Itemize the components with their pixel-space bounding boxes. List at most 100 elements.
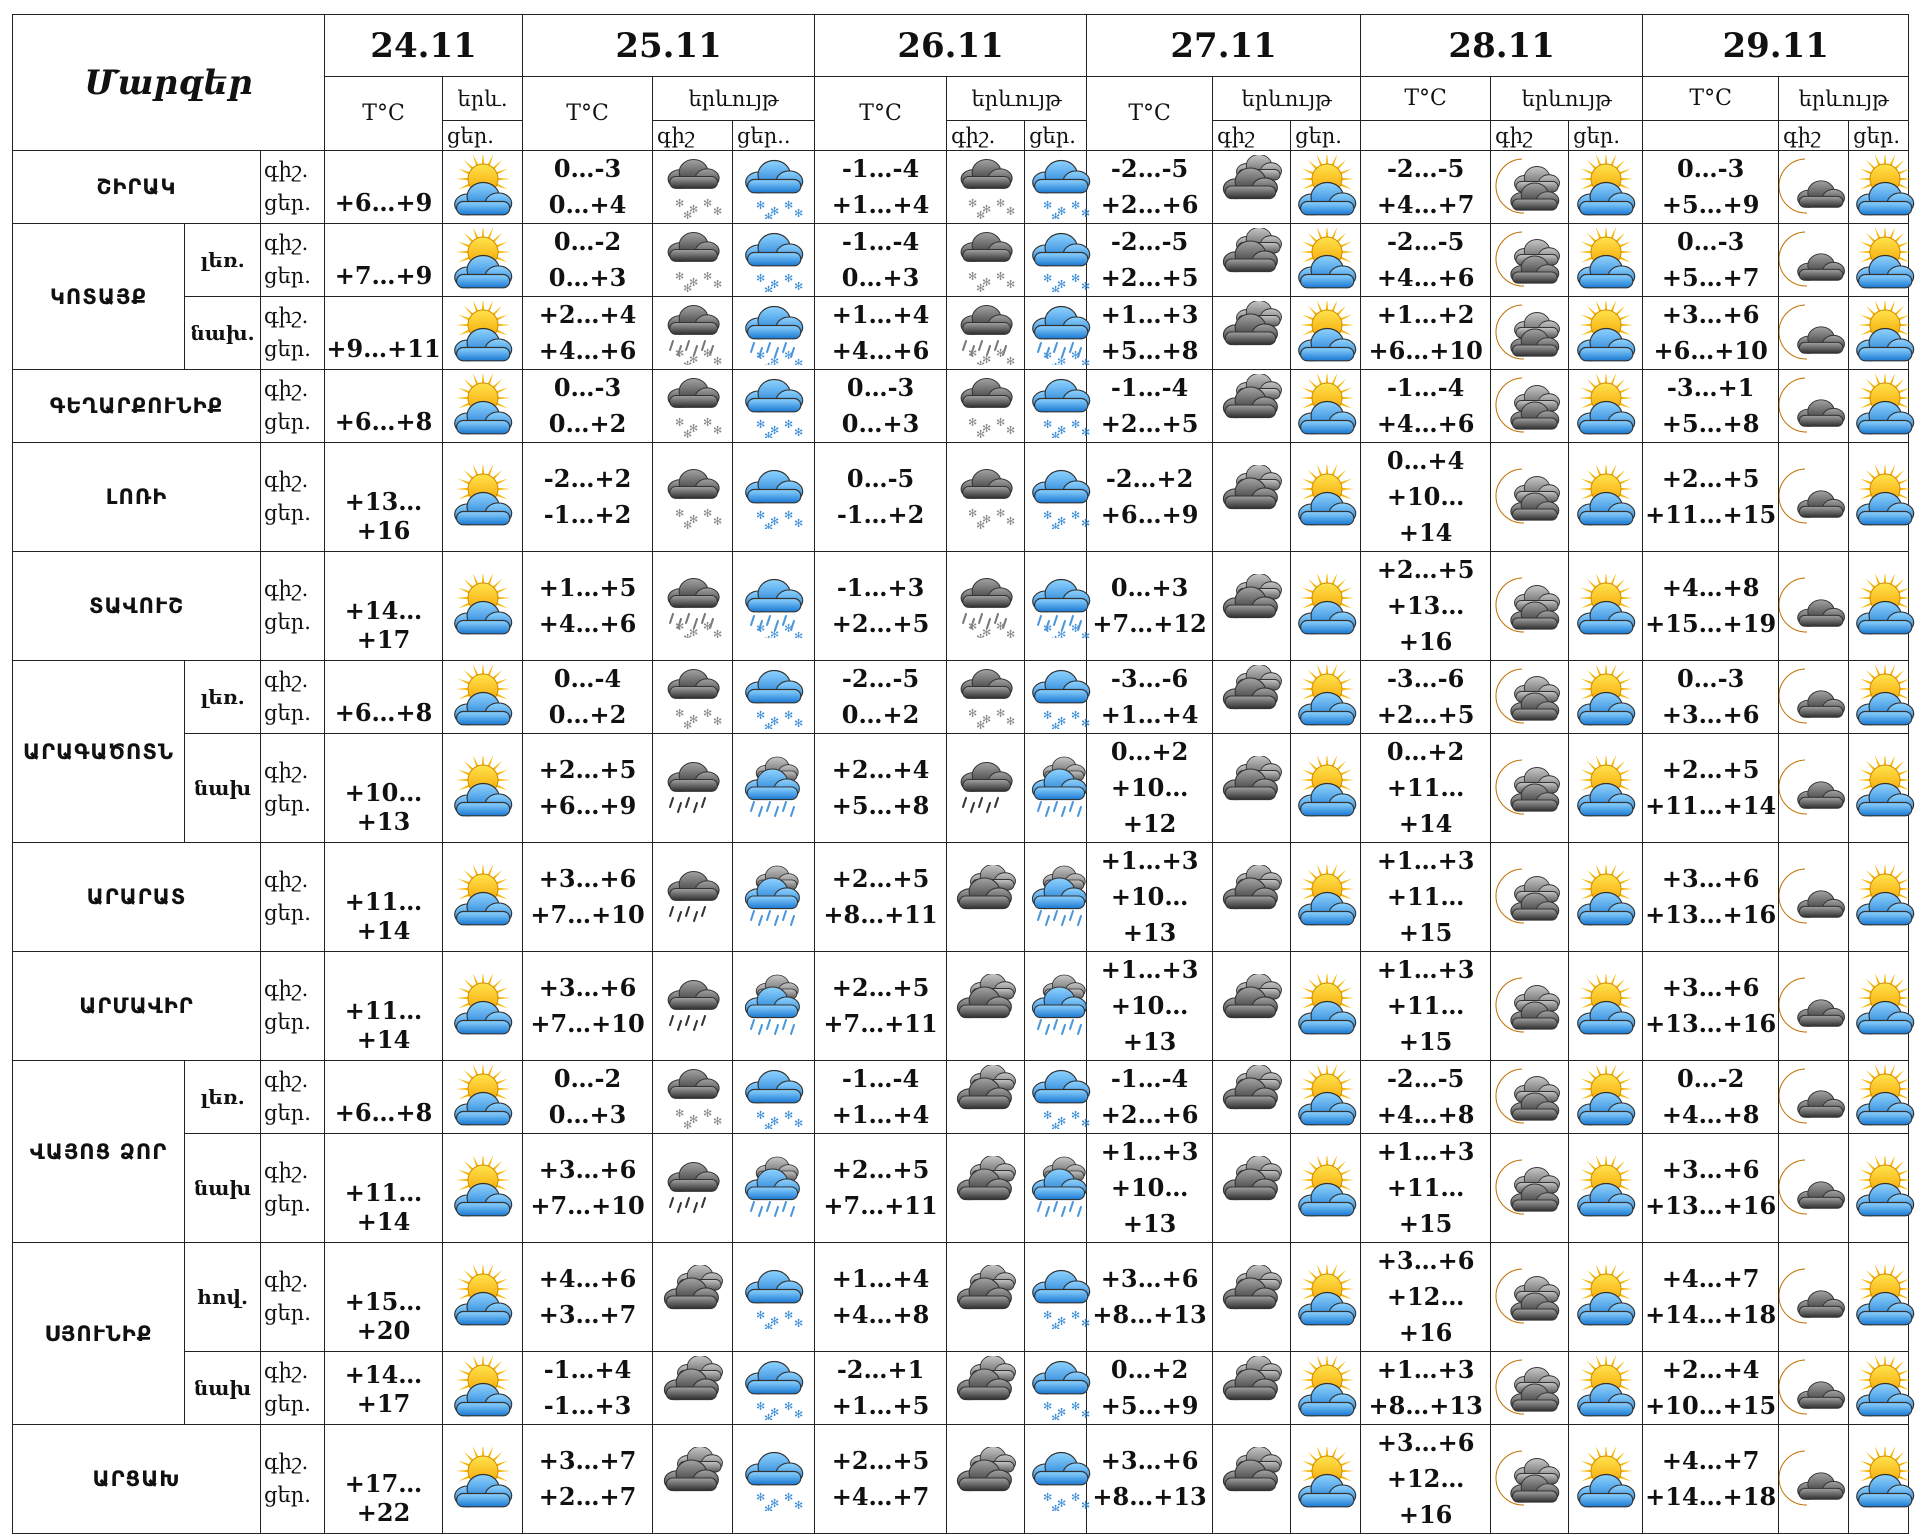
sleet-cloud-icon: ✻✻✻✻✻ (960, 577, 1015, 638)
moon-cloud-icon (1495, 231, 1560, 287)
sleet-cloud-icon: ✻✻✻✻✻ (667, 577, 722, 638)
svg-text:✻: ✻ (976, 209, 985, 219)
day-temperature: +1…+5 (831, 1391, 930, 1420)
region-name: ԱՐԱԳԱԾՈՏՆ (12, 660, 185, 843)
day-temperature: +6…+9 (538, 791, 637, 820)
day-weather-icon-cell (1848, 442, 1915, 552)
sun-cloud-icon (453, 865, 512, 926)
rain-blue-icon (744, 865, 800, 926)
day-temperature: -1…+2 (543, 500, 632, 529)
dark-cloud-icon (1222, 155, 1282, 200)
night-weather-icon-cell (1778, 551, 1850, 661)
svg-text:✻: ✻ (976, 519, 985, 529)
svg-text:✻: ✻ (794, 426, 803, 438)
day-label: ցեր. (264, 901, 311, 925)
dark-cloud-icon (956, 1265, 1016, 1310)
svg-text:✻: ✻ (713, 515, 722, 528)
day-weather-icon-cell (732, 951, 816, 1061)
svg-text:✻: ✻ (784, 622, 793, 635)
temperature-range: 0…+2 +10…+12 (1086, 733, 1214, 843)
day-weather-icon-cell (1290, 551, 1362, 661)
snow-cloud-icon: ✻ ✻ ✻✻✻ (960, 468, 1015, 529)
day-weather-icon-cell (1024, 842, 1088, 952)
svg-text:✻: ✻ (982, 713, 991, 726)
night-weather-icon-cell (652, 842, 734, 952)
night-label: գիշ. (946, 120, 1026, 151)
day-temperature: +11…+14 (324, 842, 444, 952)
day-temperature: +11…+14 (1645, 791, 1777, 820)
sun-cloud-icon (1298, 155, 1357, 216)
snow-blue-icon: ✻ ✻ ✻✻✻ (744, 469, 803, 529)
temperature-range: +3…+6 +8…+13 (1086, 1424, 1214, 1534)
day-temperature: +10…+15 (1645, 1391, 1777, 1420)
day-label: ցեր. (442, 120, 524, 151)
svg-text:✻: ✻ (1043, 709, 1052, 722)
temperature-range: +3…+6 +13…+16 (1642, 842, 1780, 952)
day-temperature: 0…+3 (548, 263, 627, 292)
sun-cloud-icon (1298, 228, 1357, 289)
sun-cloud-icon (1576, 1265, 1635, 1326)
night-weather-icon-cell (652, 1424, 734, 1534)
day-weather-icon-cell (1024, 733, 1088, 843)
night-temperature: 0…+2 (1110, 737, 1189, 766)
moon-cloud-icon (1495, 577, 1560, 633)
night-weather-icon-cell (1212, 842, 1292, 952)
night-label: գիշ. (264, 468, 309, 493)
sun-cloud-icon (453, 665, 512, 726)
night-label: գիշ. (264, 377, 309, 402)
night-weather-icon-cell (1778, 1242, 1850, 1352)
day-temperature: +8…+11 (823, 900, 938, 929)
moon-small-cloud-icon (1779, 377, 1846, 433)
day-weather-icon-cell: ✻✻✻✻✻ (1024, 369, 1091, 443)
night-temperature: +1…+3 (1376, 955, 1475, 984)
night-weather-icon-cell (1490, 1242, 1570, 1352)
night-label: գիշ. (264, 304, 309, 329)
night-weather-icon-cell (1212, 1133, 1292, 1243)
day-temperature: +13…+16 (1645, 900, 1777, 929)
svg-text:✻: ✻ (794, 1117, 803, 1129)
svg-text:✻: ✻ (713, 628, 722, 638)
night-weather-icon-cell (1490, 551, 1570, 661)
day-temperature: +2…+5 (1376, 700, 1475, 729)
snow-cloud-icon: ✻ ✻ ✻✻✻ (667, 468, 722, 529)
day-temperature: 0…+4 (548, 190, 627, 219)
day-temperature: +7…+12 (1092, 609, 1207, 638)
night-temperature: +3…+6 (1100, 1264, 1199, 1293)
temperature-range: +3…+6 +13…+16 (1642, 1133, 1780, 1243)
temperature-range: +1…+3 +11…+15 (1360, 951, 1492, 1061)
temperature-range: -3…+1 +5…+8 (1642, 369, 1780, 443)
night-weather-icon-cell (1212, 223, 1292, 297)
date-header: 27.11 (1086, 14, 1362, 77)
sun-cloud-icon (453, 974, 512, 1035)
svg-text:✻: ✻ (996, 197, 1005, 210)
day-temperature: +4…+6 (1376, 409, 1475, 438)
svg-text:✻: ✻ (703, 1107, 712, 1120)
night-weather-icon-cell (1490, 223, 1570, 297)
day-temperature: +4…+6 (1376, 263, 1475, 292)
empty-cell (1642, 120, 1780, 151)
temperature-range: +3…+6 +7…+10 (522, 1133, 654, 1243)
subregion-name: հով. (184, 1242, 261, 1352)
sun-cloud-icon (453, 756, 512, 817)
svg-text:✻: ✻ (976, 428, 985, 438)
night-temperature: +1…+3 (1376, 1355, 1475, 1384)
sun-cloud-icon (1298, 1065, 1357, 1126)
day-weather-icon-cell (1568, 442, 1644, 552)
table-row: նախ գիշ. ցեր. +11…+14 +3…+6 +7…+10 +2…+5 +7…+11… (13, 1133, 1915, 1243)
table-row: ՏԱՎՈՒՇգիշ.ցեր.+14…+17+1…+5+4…+6✻✻✻✻✻✻✻✻✻… (12, 551, 1915, 661)
svg-text:✻: ✻ (1071, 272, 1080, 285)
svg-text:✻: ✻ (1081, 1408, 1090, 1420)
night-label: գիշ. (264, 1359, 309, 1384)
night-temperature: +1…+3 (1376, 1137, 1475, 1166)
day-temperature: +2…+7 (538, 1482, 637, 1511)
night-day-label: գիշ. ցեր. (259, 1242, 326, 1352)
svg-text:✻: ✻ (1006, 355, 1015, 365)
night-weather-icon-cell: ✻✻✻✻✻ (946, 369, 1026, 443)
moon-small-cloud-icon (1779, 1450, 1846, 1506)
svg-text:✻: ✻ (794, 517, 803, 529)
sun-cloud-icon (453, 228, 512, 289)
day-temperature: +5…+8 (1661, 409, 1760, 438)
night-temperature: +4…+8 (1661, 573, 1760, 602)
night-temperature: +3…+6 (1376, 1428, 1475, 1457)
night-weather-icon-cell (1212, 660, 1292, 734)
